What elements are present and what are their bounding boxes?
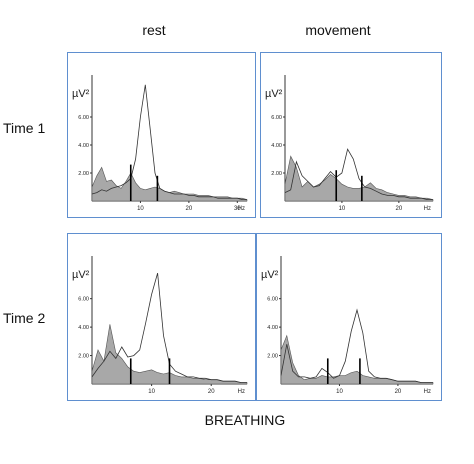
y-tick-label: 6.00 [271,115,282,121]
column-title-movement: movement [305,22,371,38]
y-tick-label: 2.00 [78,171,89,177]
x-tick-label: 20 [186,206,193,212]
spectrum-chart-time2-movement: µV² 2.00 4.00 6.00 10 20 Hz [261,256,434,395]
y-axis-label: µV² [72,88,90,100]
y-tick-label: 6.00 [267,297,278,303]
line-spectrum-series [284,148,433,201]
y-tick-label: 2.00 [78,354,89,360]
x-tick-label: 30 [234,206,241,212]
x-unit-label: Hz [424,389,431,395]
condition-title: BREATHING [204,412,286,428]
spectrum-panel-time1-rest: µV² 2.00 4.00 6.00 10 20 30 Hz [67,52,256,218]
row-title-time1: Time 1 [3,120,46,136]
column-title-rest: rest [142,22,166,38]
x-unit-label: Hz [238,206,245,212]
x-tick-label: 20 [396,206,403,212]
filled-spectrum-series [91,166,248,202]
y-tick-label: 2.00 [271,171,282,177]
y-tick-label: 6.00 [78,297,89,303]
line-spectrum-series [91,84,247,201]
y-axis-label: µV² [261,269,279,281]
line-spectrum-series [280,308,433,384]
spectrum-panel-time2-movement: µV² 2.00 4.00 6.00 10 20 Hz [256,233,442,401]
x-unit-label: Hz [424,206,431,212]
x-tick-label: 10 [336,389,343,395]
y-axis-label: µV² [265,88,283,100]
y-tick-label: 4.00 [78,143,89,149]
spectrum-panel-time1-movement: µV² 2.00 4.00 6.00 10 20 Hz [260,52,442,218]
y-tick-label: 4.00 [271,143,282,149]
x-unit-label: Hz [238,389,245,395]
y-tick-label: 4.00 [78,325,89,331]
x-tick-label: 10 [339,206,346,212]
y-tick-label: 4.00 [267,325,278,331]
x-tick-label: 20 [208,389,215,395]
spectrum-chart-time1-movement: µV² 2.00 4.00 6.00 10 20 Hz [265,75,434,212]
spectrum-chart-time2-rest: µV² 2.00 4.00 6.00 10 20 Hz [72,256,248,395]
y-axis-label: µV² [72,269,90,281]
x-tick-label: 10 [137,206,144,212]
row-title-time2: Time 2 [3,310,46,326]
y-tick-label: 6.00 [78,115,89,121]
spectrum-panel-time2-rest: µV² 2.00 4.00 6.00 10 20 Hz [67,233,256,401]
x-tick-label: 10 [148,389,155,395]
x-tick-label: 20 [395,389,402,395]
y-tick-label: 2.00 [267,354,278,360]
